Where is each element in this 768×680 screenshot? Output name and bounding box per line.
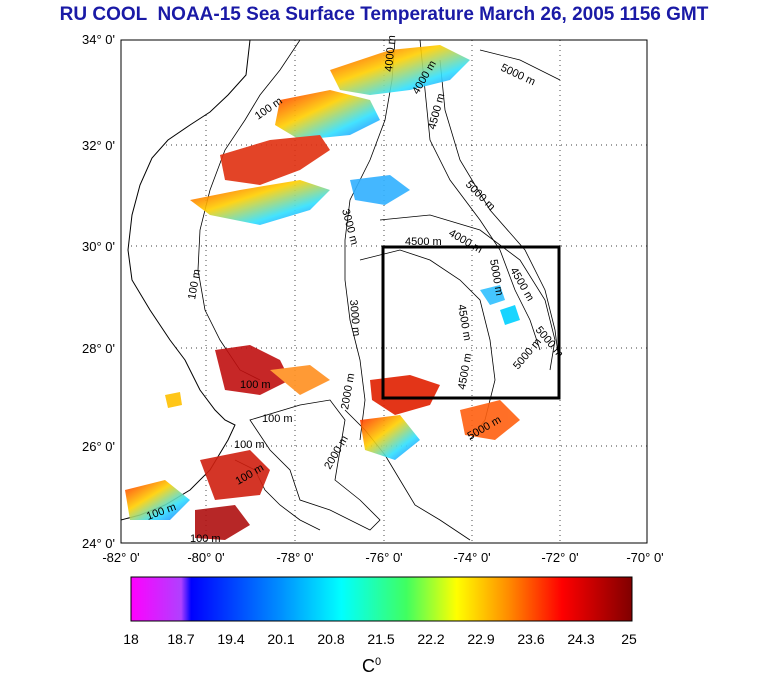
latitude-axis: 34° 0' 32° 0' 30° 0' 28° 0' 26° 0' 24° 0… (82, 32, 115, 551)
contour-label: 4500 m (405, 236, 442, 248)
colorbar-tick: 19.4 (217, 631, 244, 647)
map-content (121, 40, 561, 541)
lon-label: -78° 0' (276, 550, 313, 565)
contour-label: 100 m (186, 268, 203, 300)
colorbar-tick: 22.9 (467, 631, 494, 647)
colorbar-unit: C0 (362, 656, 381, 677)
bahamas-outline (249, 399, 381, 531)
lat-label: 32° 0' (82, 138, 115, 153)
study-region-box (381, 245, 561, 400)
lat-label: 26° 0' (82, 439, 115, 454)
colorbar: 18 18.7 19.4 20.1 20.8 21.5 22.2 22.9 23… (123, 576, 637, 647)
lon-label: -76° 0' (365, 550, 402, 565)
contour-label: 100 m (240, 379, 271, 391)
contour-label: 3000 m (347, 299, 362, 337)
colorbar-tick: 23.6 (517, 631, 544, 647)
lat-label: 28° 0' (82, 341, 115, 356)
colorbar-tick: 24.3 (567, 631, 594, 647)
lon-label: -72° 0' (541, 550, 578, 565)
lon-label: -80° 0' (187, 550, 224, 565)
lat-label: 24° 0' (82, 536, 115, 551)
contour-label: 4000 m (383, 35, 398, 73)
colorbar-gradient (130, 576, 633, 622)
isobath-4000m (419, 40, 541, 351)
contour-label: 100 m (262, 413, 293, 425)
colorbar-tick: 20.8 (317, 631, 344, 647)
contour-label: 100 m (234, 439, 265, 451)
coastline (121, 40, 251, 521)
sst-patches (125, 45, 520, 540)
colorbar-tick: 21.5 (367, 631, 394, 647)
colorbar-tick: 22.2 (417, 631, 444, 647)
colorbar-tick: 20.1 (267, 631, 294, 647)
contour-label: 100 m (190, 533, 221, 545)
lon-label: -82° 0' (102, 550, 139, 565)
isobath-5000m (479, 49, 561, 81)
colorbar-tick: 25 (621, 631, 637, 647)
unit-letter: C (362, 656, 375, 676)
unit-superscript: 0 (375, 656, 382, 668)
lon-label: -74° 0' (453, 550, 490, 565)
isobath-4500m (439, 59, 561, 371)
colorbar-tick: 18 (123, 631, 139, 647)
lat-label: 30° 0' (82, 239, 115, 254)
lat-label: 34° 0' (82, 32, 115, 47)
isobath-inner-5000m (379, 214, 556, 371)
longitude-axis: -82° 0' -80° 0' -78° 0' -76° 0' -74° 0' … (102, 550, 663, 565)
lon-label: -70° 0' (626, 550, 663, 565)
colorbar-tick: 18.7 (167, 631, 194, 647)
map-title: RU COOL NOAA-15 Sea Surface Temperature … (59, 4, 709, 25)
isobath-3000m (344, 40, 396, 441)
